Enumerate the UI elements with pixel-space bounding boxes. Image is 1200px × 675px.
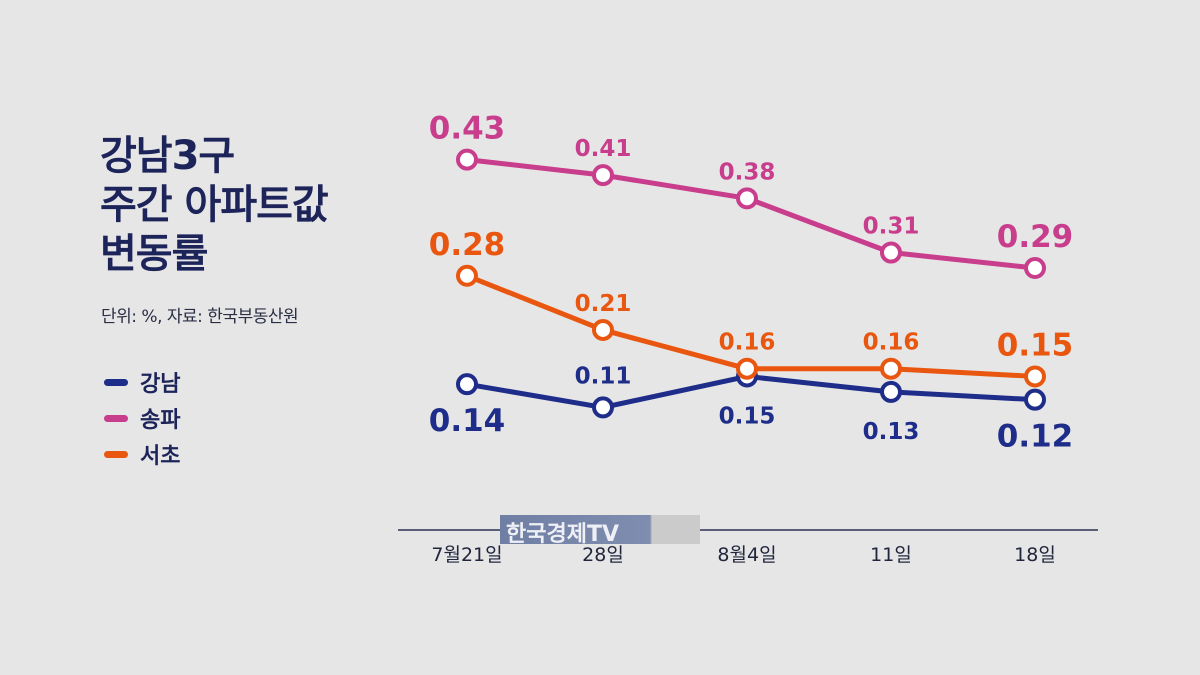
data-point-gangnam <box>592 396 614 419</box>
data-label-seocho: 0.16 <box>719 330 776 356</box>
title-line-2: 주간 아파트값 <box>100 181 329 228</box>
legend: 강남 송파 서초 <box>104 364 180 472</box>
watermark: 한국경제TV <box>500 515 700 547</box>
legend-item-seocho: 서초 <box>104 436 180 472</box>
x-tick-label: 8월4일 <box>717 544 776 566</box>
data-point-seocho <box>880 357 902 380</box>
data-label-songpa: 0.38 <box>719 159 776 185</box>
data-label-gangnam: 0.11 <box>575 363 632 389</box>
watermark-text: 한국경제TV <box>506 522 619 547</box>
data-label-gangnam: 0.13 <box>863 419 920 445</box>
data-point-seocho <box>1024 365 1046 388</box>
title-line-3: 변동률 <box>100 230 208 277</box>
data-label-gangnam: 0.14 <box>429 403 506 439</box>
legend-label-gangnam: 강남 <box>140 372 181 397</box>
data-label-seocho: 0.21 <box>575 291 632 317</box>
data-point-gangnam <box>1024 388 1046 411</box>
data-point-songpa <box>456 148 478 171</box>
data-label-songpa: 0.41 <box>575 136 632 162</box>
title-line-1: 강남3구 <box>100 133 235 179</box>
data-point-songpa <box>880 241 902 264</box>
chart-title: 강남3구 주간 아파트값 변동률 <box>100 132 329 278</box>
data-label-songpa: 0.29 <box>997 219 1074 255</box>
data-point-gangnam <box>880 380 902 403</box>
source-note: 단위: %, 자료: 한국부동산원 <box>101 307 299 327</box>
legend-item-songpa: 송파 <box>104 400 180 436</box>
x-tick-label: 28일 <box>582 544 624 566</box>
x-tick-label: 7월21일 <box>431 544 502 566</box>
legend-label-seocho: 서초 <box>140 444 181 469</box>
data-point-seocho <box>592 318 614 341</box>
data-label-seocho: 0.16 <box>863 330 920 356</box>
data-point-seocho <box>736 357 758 380</box>
x-tick-label: 11일 <box>870 544 912 566</box>
legend-label-songpa: 송파 <box>140 408 181 433</box>
data-point-songpa <box>736 187 758 210</box>
legend-swatch-gangnam <box>104 378 128 386</box>
data-label-gangnam: 0.12 <box>997 419 1074 455</box>
data-label-gangnam: 0.15 <box>719 403 776 429</box>
data-point-gangnam <box>456 373 478 396</box>
data-label-seocho: 0.28 <box>429 227 506 263</box>
data-label-songpa: 0.31 <box>863 214 920 240</box>
data-label-seocho: 0.15 <box>997 327 1074 363</box>
legend-swatch-seocho <box>104 450 128 458</box>
legend-swatch-songpa <box>104 414 128 422</box>
data-point-songpa <box>1024 257 1046 280</box>
data-point-seocho <box>456 264 478 287</box>
x-tick-label: 18일 <box>1014 544 1056 566</box>
data-point-songpa <box>592 164 614 187</box>
legend-item-gangnam: 강남 <box>104 364 180 400</box>
data-label-songpa: 0.43 <box>429 111 506 147</box>
